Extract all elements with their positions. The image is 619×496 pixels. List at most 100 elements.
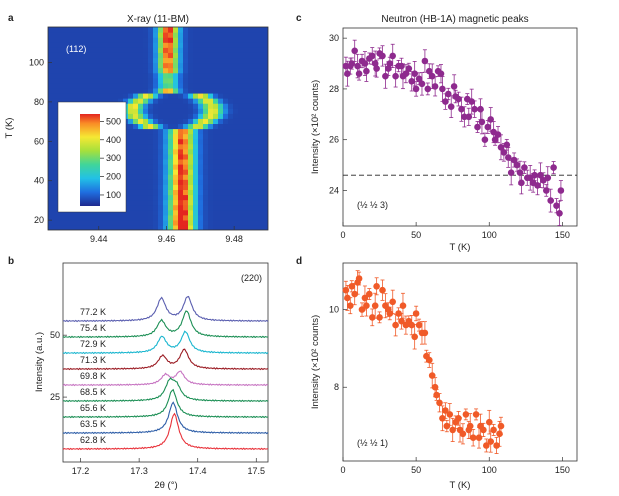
heatmap-cell: [233, 128, 239, 135]
heatmap-cell: [138, 199, 144, 206]
heatmap-cell: [223, 82, 229, 89]
heatmap-cell: [98, 92, 104, 99]
heatmap-cell: [168, 123, 174, 130]
heatmap-cell: [128, 47, 134, 53]
heatmap-cell: [223, 118, 229, 125]
heatmap-cell: [163, 72, 169, 79]
heatmap-cell: [233, 209, 239, 216]
heatmap-cell: [188, 169, 194, 175]
heatmap-cell: [148, 92, 154, 99]
heatmap-cell: [53, 67, 59, 74]
heatmap-cell: [218, 128, 224, 135]
heatmap-cell: [253, 47, 259, 53]
data-point: [478, 118, 486, 126]
heatmap-cell: [238, 87, 244, 94]
heatmap-cell: [203, 179, 209, 185]
heatmap-cell: [143, 153, 149, 160]
y-tick-label: 100: [29, 57, 44, 67]
heatmap-cell: [58, 37, 64, 43]
heatmap-cell: [103, 72, 109, 79]
heatmap-cell: [48, 219, 54, 226]
heatmap-cell: [178, 77, 184, 84]
heatmap-cell: [53, 77, 59, 84]
heatmap-cell: [133, 62, 139, 69]
heatmap-cell: [138, 92, 144, 99]
heatmap-cell: [83, 87, 89, 94]
heatmap-cell: [118, 214, 124, 221]
heatmap-cell: [243, 72, 249, 79]
heatmap-cell: [98, 82, 104, 89]
heatmap-cell: [108, 62, 114, 69]
heatmap-cell: [238, 77, 244, 84]
heatmap-cell: [188, 67, 194, 74]
heatmap-cell: [88, 32, 94, 38]
heatmap-cell: [163, 174, 169, 180]
heatmap-cell: [138, 103, 144, 109]
heatmap-cell: [243, 52, 249, 59]
heatmap-cell: [88, 98, 94, 104]
heatmap-cell: [148, 98, 154, 104]
heatmap-cell: [228, 153, 234, 160]
heatmap-cell: [178, 82, 184, 89]
data-point: [534, 182, 541, 189]
heatmap-cell: [238, 164, 244, 170]
heatmap-cell: [128, 118, 134, 125]
heatmap-cell: [138, 138, 144, 145]
heatmap-cell: [213, 32, 219, 38]
heatmap-cell: [228, 138, 234, 145]
heatmap-cell: [218, 209, 224, 216]
heatmap-cell: [228, 82, 234, 89]
heatmap-cell: [198, 189, 204, 196]
heatmap-cell: [188, 148, 194, 155]
heatmap-cell: [228, 204, 234, 211]
panel-c-title: Neutron (HB-1A) magnetic peaks: [381, 14, 528, 25]
heatmap-cell: [78, 98, 84, 104]
heatmap-cell: [208, 209, 214, 216]
heatmap-cell: [208, 224, 214, 230]
heatmap-cell: [168, 77, 174, 84]
heatmap-cell: [198, 214, 204, 221]
heatmap-cell: [213, 189, 219, 196]
heatmap-cell: [143, 108, 149, 114]
heatmap-cell: [218, 199, 224, 206]
heatmap-cell: [193, 209, 199, 216]
heatmap-cell: [78, 42, 84, 48]
x-tick-label: 0: [340, 465, 345, 475]
heatmap-cell: [48, 184, 54, 190]
heatmap-cell: [128, 179, 134, 185]
heatmap-cell: [198, 108, 204, 114]
heatmap-cell: [238, 174, 244, 180]
heatmap-cell: [123, 92, 129, 99]
heatmap-cell: [148, 179, 154, 185]
data-point: [402, 70, 410, 77]
heatmap-cell: [168, 143, 174, 150]
x-tick-label: 50: [411, 230, 421, 240]
heatmap-cell: [263, 158, 268, 165]
heatmap-cell: [228, 199, 234, 206]
heatmap-cell: [48, 37, 54, 43]
heatmap-cell: [158, 133, 164, 140]
heatmap-cell: [93, 47, 99, 53]
heatmap-cell: [88, 72, 94, 79]
colorbar-tick-label: 500: [106, 116, 121, 126]
heatmap-cell: [163, 194, 169, 201]
data-point: [544, 174, 552, 182]
heatmap-cell: [223, 87, 229, 94]
data-point: [481, 136, 489, 143]
heatmap-cell: [53, 103, 59, 109]
heatmap-cell: [138, 179, 144, 185]
heatmap-cell: [68, 32, 74, 38]
heatmap-cell: [98, 47, 104, 53]
data-point: [386, 310, 394, 317]
data-point: [351, 47, 359, 55]
heatmap-cell: [258, 52, 264, 59]
heatmap-cell: [163, 133, 169, 140]
heatmap-cell: [178, 148, 184, 155]
heatmap-cell: [153, 214, 159, 221]
data-point: [537, 171, 544, 179]
heatmap-cell: [233, 52, 239, 59]
heatmap-cell: [188, 52, 194, 59]
heatmap-cell: [168, 209, 174, 216]
heatmap-cell: [233, 32, 239, 38]
